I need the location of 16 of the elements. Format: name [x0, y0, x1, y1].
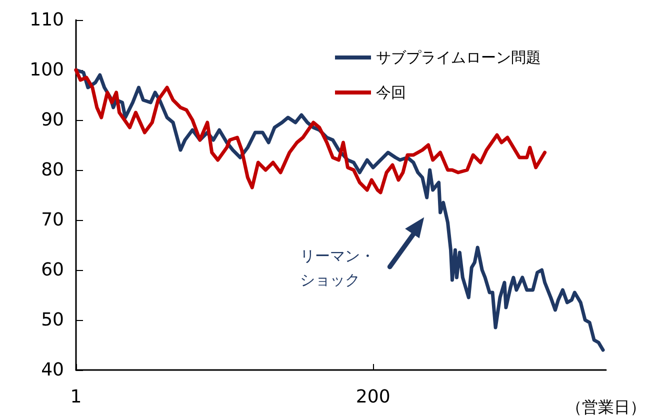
y-tick-label: 60 — [41, 260, 64, 280]
y-tick-label: 100 — [30, 60, 64, 80]
legend-label: 今回 — [376, 84, 406, 102]
y-tick-label: 90 — [41, 110, 64, 130]
y-tick-label: 80 — [41, 160, 64, 180]
line-series — [74, 68, 547, 194]
x-tick-label: 1 — [70, 386, 82, 408]
y-tick-label: 50 — [41, 310, 64, 330]
y-tick-label: 40 — [41, 360, 64, 380]
annotation: リーマン・ショック — [300, 247, 375, 289]
x-axis-title: （営業日） — [566, 398, 646, 416]
line-series — [74, 68, 605, 352]
y-tick-label: 70 — [41, 210, 64, 230]
y-tick-label: 110 — [30, 10, 64, 30]
legend-label: サブプライムローン問題 — [376, 48, 541, 66]
x-tick-label: 200 — [356, 386, 390, 408]
